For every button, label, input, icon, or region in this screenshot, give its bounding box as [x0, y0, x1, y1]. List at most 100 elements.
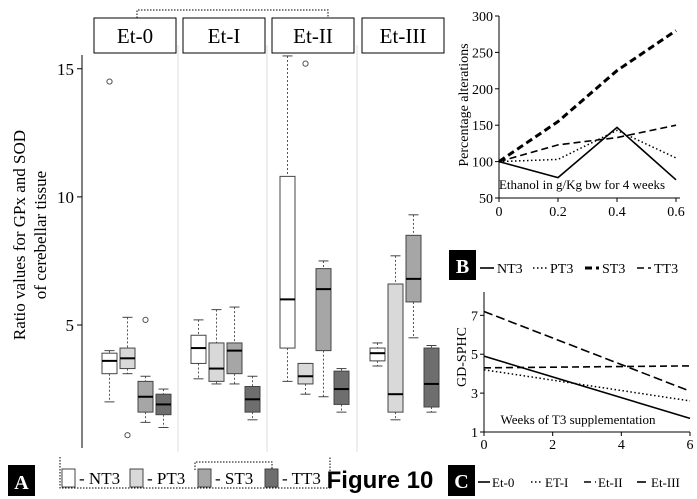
box-iqr [315, 268, 332, 352]
panel-c-y-tick-label: 1 [471, 426, 478, 441]
panel-b-legend-item-tt3: TT3 [637, 262, 678, 277]
panel-c-x-tick-label: 6 [687, 438, 694, 453]
panel-c-letter-text: C [454, 471, 468, 493]
panel-c-y-tick-label: 7 [471, 309, 478, 324]
box-iqr [208, 342, 225, 382]
panel-b-y-tick-label: 250 [472, 46, 493, 61]
panel-c-series-et-iii [483, 310, 691, 392]
box-outlier [142, 316, 149, 323]
panel-b-legend: NT3 PT3 ST3 TT3 [480, 262, 678, 277]
panel-a-y-tick-label: 15 [57, 60, 74, 79]
box-outlier [302, 60, 309, 67]
box-outlier [106, 78, 113, 85]
panel-a-y-axis-label: Ratio values for GPx and SOD [10, 130, 29, 340]
panel-b-series-tt3 [498, 124, 677, 163]
panel-b-legend-item-st3: ST3 [585, 262, 625, 277]
legend-label: Et-II [598, 475, 623, 490]
panel-a-group-header-box [271, 17, 355, 54]
panel-c-series-et-i [483, 369, 691, 402]
panel-c: 1 3 5 7 0 2 4 6 GD-SPHC Weeks of T3 supplementa… [448, 292, 694, 496]
legend-label: ET-I [545, 475, 568, 490]
panel-a-box-et-0-nt3 [101, 78, 118, 403]
panel-a-box-et-ii-tt3 [333, 368, 350, 413]
legend-label: - PT3 [147, 469, 185, 488]
panel-a-group-header-box [361, 17, 445, 54]
panel-a-y-axis-label-line2: of cerebellar tissue [31, 171, 50, 299]
legend-swatch [61, 468, 76, 488]
panel-c-y-tick-label: 5 [471, 348, 478, 363]
box-iqr [101, 352, 118, 375]
panel-a-legend-item-pt3: - PT3 [129, 468, 185, 488]
panel-a: 5 10 15 Et-0 Et-I Et-II Et-III Ratio values f… [8, 9, 445, 496]
panel-a-legend-item-tt3: - TT3 [264, 468, 321, 488]
panel-b-series-nt3 [498, 126, 677, 181]
panel-b-x-tick-label: 0 [496, 205, 503, 220]
panel-a-box-et-iii-nt3 [369, 342, 386, 367]
panel-a-box-et-0-tt3 [155, 388, 172, 428]
panel-a-legend-bracket-inner [194, 461, 273, 470]
panel-a-box-et-iii-st3 [405, 214, 422, 339]
box-iqr [387, 283, 404, 413]
panel-b-y-axis-label: Percentage alterations [457, 43, 472, 166]
panel-a-box-et-iii-tt3 [423, 345, 440, 413]
panel-a-group-header-box [182, 17, 266, 54]
box-iqr [423, 347, 440, 408]
legend-label: - ST3 [215, 469, 253, 488]
legend-label: NT3 [497, 262, 523, 277]
legend-label: PT3 [550, 262, 573, 277]
panel-a-letter: A [8, 465, 35, 496]
panel-b: 50 100 150 200 250 300 0 0.2 0.4 0.6 Percentage a… [449, 10, 685, 280]
panel-a-box-et-i-nt3 [190, 319, 207, 380]
legend-label: - TT3 [282, 469, 321, 488]
panel-c-x-tick-label: 4 [618, 438, 625, 453]
panel-a-y-tick-label: 10 [57, 188, 74, 207]
box-iqr [333, 370, 350, 405]
panel-a-box-et-i-pt3 [208, 309, 225, 385]
panel-b-letter-text: B [456, 256, 469, 278]
panel-c-series-et-0 [483, 355, 691, 420]
panel-a-box-et-ii-nt3 [279, 55, 296, 382]
panel-c-legend-item-et-ii: Et-II [584, 475, 623, 490]
panel-b-letter: B [449, 250, 476, 280]
legend-label: Et-III [651, 475, 680, 490]
panel-a-group-bracket [136, 9, 329, 18]
box-iqr [226, 342, 243, 375]
panel-a-box-et-iii-pt3 [387, 255, 404, 421]
box-iqr [279, 175, 296, 349]
panel-a-box-et-i-st3 [226, 306, 243, 385]
panel-a-box-et-i-tt3 [244, 375, 261, 421]
box-iqr [405, 234, 422, 303]
panel-c-legend-item-et-i: ET-I [531, 475, 568, 490]
figure-caption: Figure 10 [327, 467, 434, 494]
panel-a-y-tick-label: 5 [66, 316, 75, 335]
legend-label: TT3 [654, 262, 678, 277]
panel-c-y-axis-label: GD-SPHC [455, 327, 470, 387]
panel-c-x-tick-label: 0 [481, 438, 488, 453]
panel-b-y-tick-label: 100 [472, 156, 493, 171]
panel-a-group-header-box [93, 17, 177, 54]
panel-a-legend-item-nt3: - NT3 [61, 468, 120, 488]
legend-swatch [197, 468, 212, 488]
panel-a-group-header: Et-II [293, 24, 333, 48]
legend-swatch [264, 468, 279, 488]
panel-b-x-axis-label: Ethanol in g/Kg bw for 4 weeks [499, 177, 665, 192]
panel-c-legend-item-et-iii: Et-III [637, 475, 680, 490]
panel-a-legend-bracket [59, 457, 331, 489]
panel-a-group-header: Et-0 [117, 24, 153, 48]
panel-a-legend: - NT3 - PT3 - ST3 - TT3 [59, 457, 331, 489]
legend-label: ST3 [602, 262, 625, 277]
panel-a-group-header: Et-I [208, 24, 241, 48]
panel-a-box-et-0-st3 [137, 316, 154, 423]
panel-b-series-pt3 [498, 129, 677, 163]
panel-b-y-tick-label: 150 [472, 119, 493, 134]
panel-b-legend-item-nt3: NT3 [480, 262, 523, 277]
legend-swatch [129, 468, 144, 488]
panel-b-x-tick-label: 0.2 [549, 205, 567, 220]
panel-c-plot-area: 1 3 5 7 0 2 4 6 [471, 292, 694, 453]
panel-a-plot-area: 5 10 15 [57, 45, 440, 452]
panel-b-x-tick-label: 0.6 [667, 205, 685, 220]
panel-c-legend-item-et-0: Et-0 [478, 475, 514, 490]
panel-b-series-st3 [498, 29, 677, 163]
box-iqr [369, 347, 386, 362]
